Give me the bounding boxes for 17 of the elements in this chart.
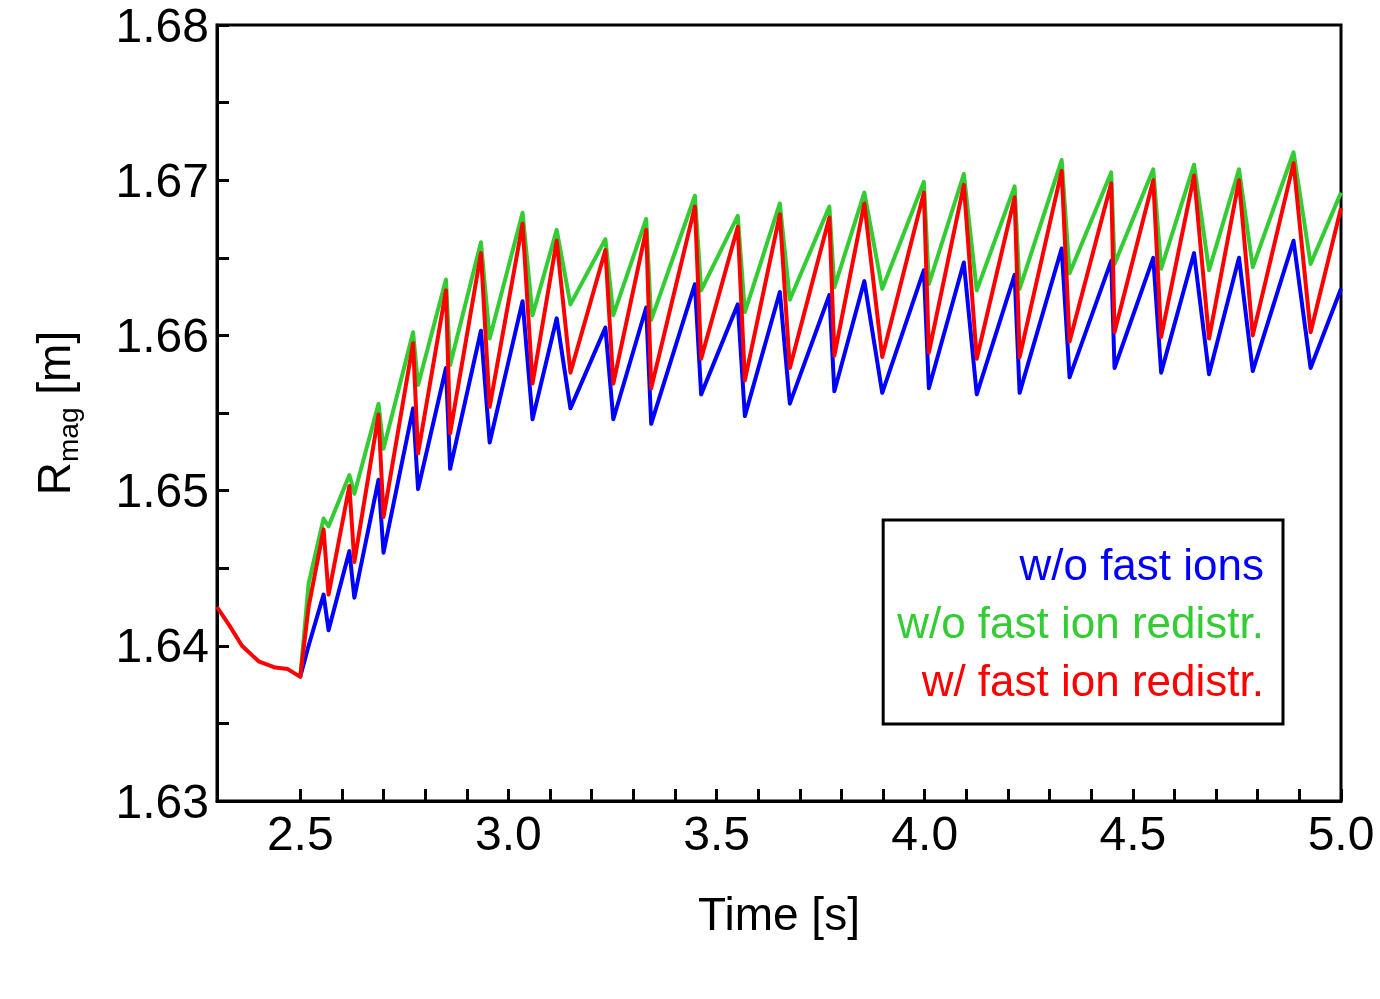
y-tick-label: 1.66	[115, 308, 209, 362]
text: w/o fast ions	[1018, 539, 1264, 589]
x-tick-label: 2.5	[266, 806, 334, 860]
x-tick-label: 5.0	[1307, 806, 1375, 860]
text: w/o fast ion redistr.	[896, 597, 1264, 647]
x-tick-label: 4.0	[891, 806, 959, 860]
y-tick-label: 1.63	[115, 774, 209, 828]
x-axis-title: Time [s]	[698, 888, 860, 940]
x-tick-label: 4.5	[1099, 806, 1167, 860]
y-tick-label: 1.65	[115, 464, 209, 518]
y-tick-label: 1.68	[115, 0, 209, 52]
x-tick-label: 3.0	[475, 806, 542, 860]
x-tick-label: 3.5	[683, 806, 750, 860]
text: w/ fast ion redistr.	[920, 655, 1264, 705]
y-axis-title: Rmag [m]	[28, 330, 84, 496]
y-tick-label: 1.64	[115, 619, 209, 673]
y-tick-label: 1.67	[115, 153, 209, 207]
